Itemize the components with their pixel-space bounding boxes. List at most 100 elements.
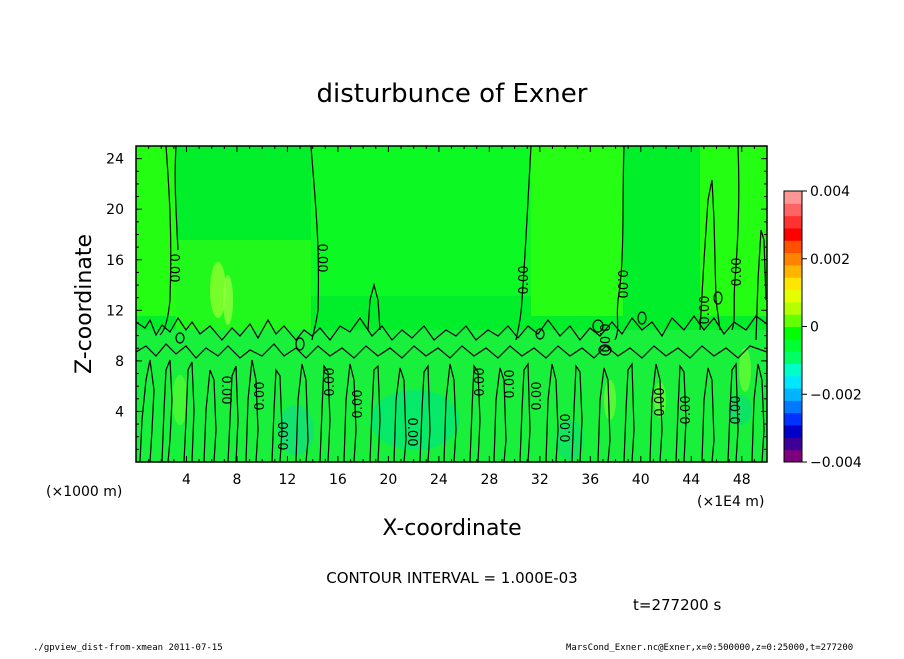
contour-label: 0.00 [679,396,694,425]
contour-label: 0.00 [253,382,268,411]
x-tick-label: 28 [480,472,498,488]
colorbar-swatch [784,375,802,389]
colorbar-swatch [784,326,802,340]
contour-line [419,364,431,462]
contour-line [245,359,259,462]
contour-line [343,363,357,462]
contour-line [571,364,583,462]
contour-line [545,363,559,462]
x-unit-label: (×1E4 m) [697,494,764,510]
colorbar-swatch [784,338,802,352]
contour-line [319,364,331,462]
x-tick-label: 12 [279,472,297,488]
y-unit-label: (×1000 m) [46,484,122,500]
contour-label: 0.00 [314,244,329,273]
colorbar-swatch [784,252,802,266]
contour-label: 0.00 [323,368,338,397]
footer-right: MarsCond_Exner.nc@Exner,x=0:500000,z=0:2… [566,643,854,653]
contour-loop [592,319,604,333]
colorbar-swatch [784,363,802,377]
colorbar-swatch [784,264,802,278]
colorbar-tick-label: 0 [810,320,819,336]
colorbar-swatch [784,437,802,451]
contour-line [393,367,407,462]
x-tick-label: 40 [632,472,650,488]
x-tick-label: 48 [733,472,751,488]
contour-line [136,314,767,341]
x-tick-label: 24 [430,472,448,488]
y-tick-label: 12 [106,303,124,319]
y-tick-label: 20 [106,202,124,218]
contour-line [367,282,381,331]
chart-title: disturbunce of Exner [317,79,588,109]
contour-label: 0.00 [730,258,745,287]
x-axis: 4 8 12 16 20 24 28 32 36 40 44 48 [148,146,755,488]
contour-label: 0.00 [404,418,419,447]
colorbar-swatch [784,203,802,217]
contour-line [139,359,155,462]
contour-line [159,146,172,336]
contour-label: 0.00 [614,270,629,299]
contour-line [493,367,507,462]
time-label: t=277200 s [633,596,721,614]
contour-loop [713,291,723,305]
x-tick-label: 44 [682,472,700,488]
contour-loop [295,337,305,351]
x-tick-label: 36 [581,472,599,488]
contour-line [161,359,173,462]
colorbar-swatch [784,400,802,414]
colorbar-tick-label: 0.002 [810,252,850,268]
y-tick-label: 4 [115,404,124,420]
contour-label: 0.00 [277,422,292,451]
footer-left: ./gpview_dist-from-xmean 2011-07-15 [33,643,223,653]
contour-line [310,146,320,341]
colorbar-tick-label: −0.002 [810,387,862,403]
contour-line [649,363,663,462]
contour-line [614,146,625,341]
colorbar-swatch [784,277,802,291]
colorbar-labels: 0.004 0.002 0 −0.002 −0.004 [802,184,862,471]
x-tick-label: 4 [182,472,191,488]
contour-label: 0.00 [559,414,574,443]
contour-line [623,362,635,462]
contour-label: 0.00 [729,396,744,425]
contour-line [515,146,532,341]
plot-field [136,146,767,462]
y-axis-label: Z-coordinate [72,234,97,374]
colorbar-swatch [784,227,802,241]
colorbar-swatch [784,289,802,303]
contour-line [136,343,767,359]
contour-line [727,362,739,462]
contour-line [443,363,457,462]
colorbar-tick-label: −0.004 [810,455,862,471]
contour-labels: 0.00 0.00 0.00 0.00 0.00 0.00 0.00 0.00 0.00 0.00… [166,244,745,451]
colorbar [784,191,802,463]
colorbar-swatch [784,314,802,327]
x-axis-label: X-coordinate [382,516,521,541]
colorbar-tick-label: 0.004 [810,184,850,200]
contour-line [751,363,765,462]
colorbar-swatch [784,425,802,438]
contour-line [271,368,283,462]
contour-lines [136,146,767,462]
contour-label: 0.00 [503,370,518,399]
contour-line [731,146,740,331]
contour-label: 0.00 [473,368,488,397]
colorbar-swatch [784,351,802,364]
contour-label: 0.00 [530,382,545,411]
colorbar-swatch [784,191,802,204]
colorbar-swatch [784,388,802,401]
contour-interval-text: CONTOUR INTERVAL = 1.000E-03 [326,569,577,587]
x-tick-label: 16 [329,472,347,488]
colorbar-swatch [784,301,802,315]
y-axis: 4 8 12 16 20 24 [106,152,767,450]
contour-line [295,363,309,462]
contour-label: 0.00 [351,390,366,419]
y-tick-label: 24 [106,152,124,168]
contour-line [519,362,531,462]
y-tick-label: 8 [115,354,124,370]
x-tick-label: 32 [531,472,549,488]
contour-loop [535,328,545,340]
contour-label: 0.00 [596,324,611,353]
